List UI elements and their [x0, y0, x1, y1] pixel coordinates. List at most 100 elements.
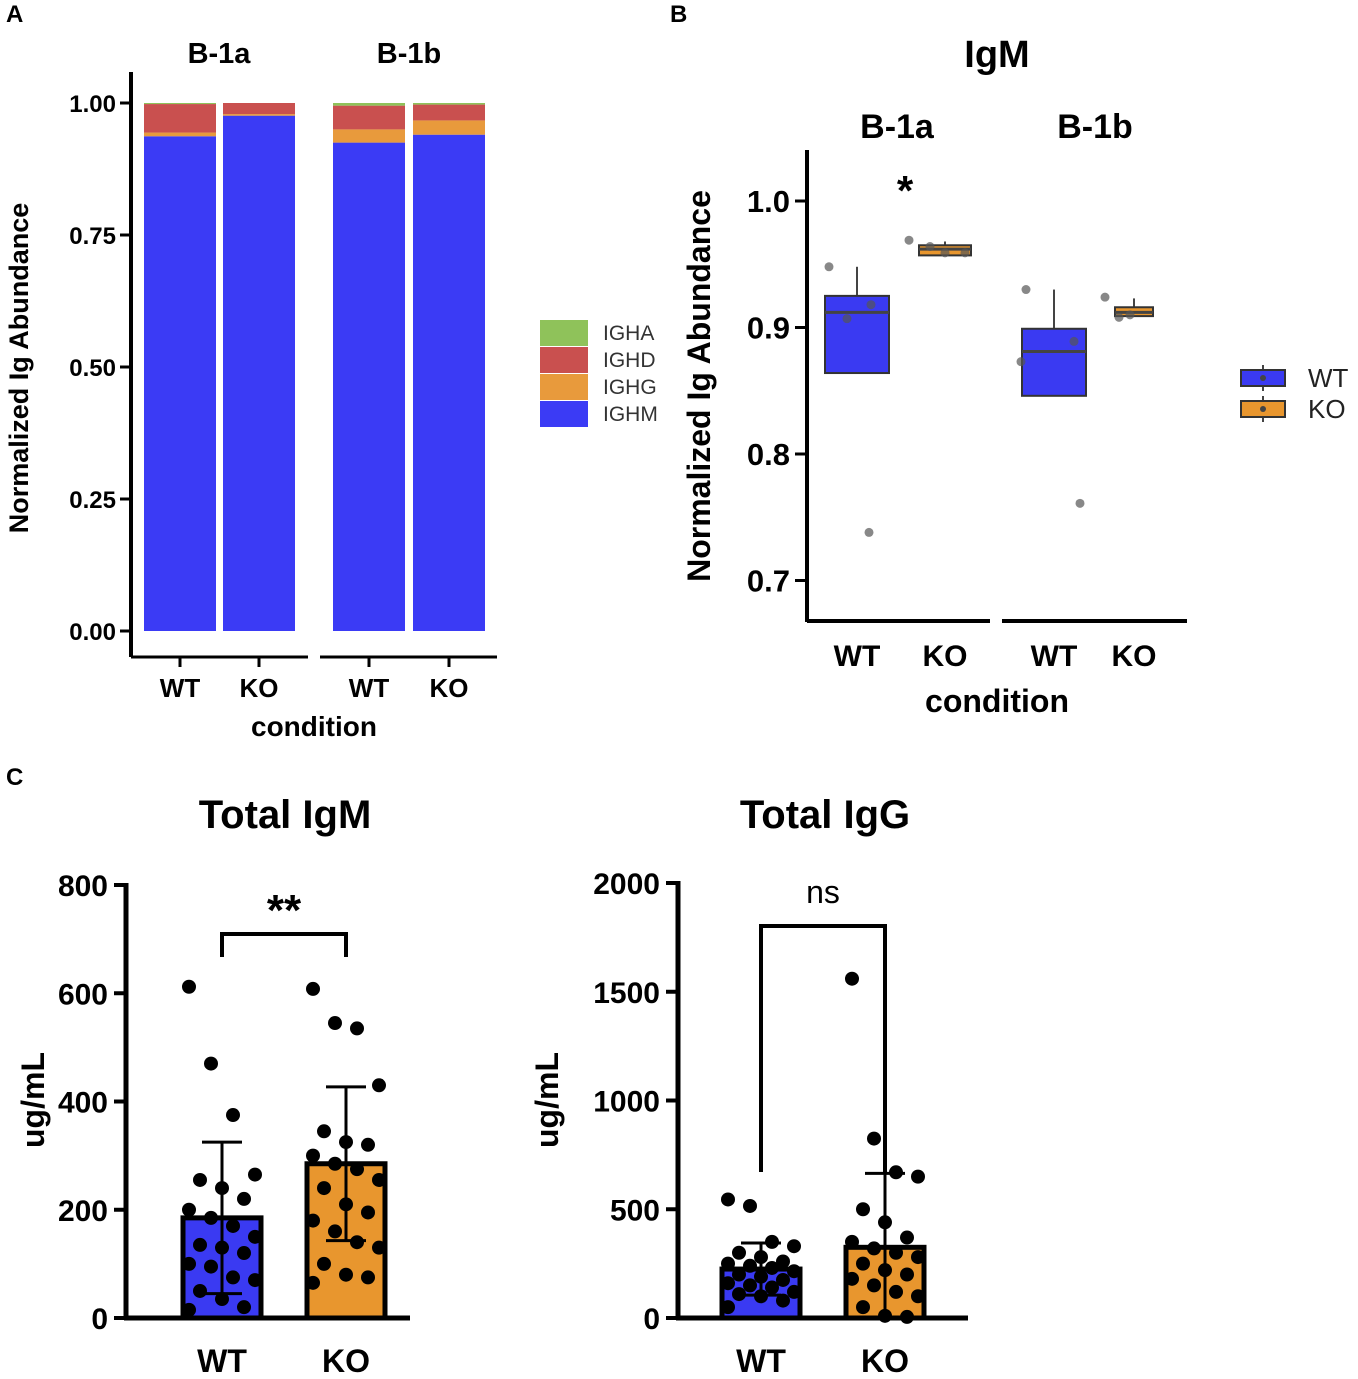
legend-label: KO: [1308, 394, 1346, 424]
y-tick-label: 0: [643, 1303, 660, 1336]
y-axis-title: ug/mL: [15, 1052, 51, 1148]
data-point: [867, 1278, 881, 1293]
data-point: [732, 1287, 746, 1302]
legend-swatch-ighm: [540, 401, 588, 427]
y-tick-label: 0.50: [69, 355, 116, 382]
data-point: [372, 1240, 386, 1255]
data-point: [824, 262, 834, 272]
x-tick-label: KO: [240, 673, 279, 703]
data-point: [845, 1271, 859, 1286]
data-point: [182, 1202, 196, 1217]
chart-title: Total IgG: [740, 793, 910, 837]
data-point: [226, 1218, 240, 1233]
significance-label: **: [267, 886, 302, 935]
facet-label: B-1b: [1057, 108, 1133, 146]
data-point: [845, 971, 859, 986]
data-point: [940, 248, 950, 258]
data-point: [732, 1245, 746, 1260]
data-point: [372, 1078, 386, 1093]
y-tick-label: 0.8: [747, 437, 790, 472]
significance-label: ns: [806, 874, 840, 910]
data-point: [1016, 357, 1026, 367]
bar-segment-igha: [333, 103, 405, 106]
y-tick-label: 2000: [593, 868, 660, 901]
bar-segment-ighg: [144, 132, 216, 137]
data-point: [889, 1245, 903, 1260]
data-point: [193, 1237, 207, 1252]
x-tick-label: KO: [430, 673, 469, 703]
data-point: [900, 1267, 914, 1282]
data-point: [721, 1192, 735, 1207]
data-point: [867, 1131, 881, 1146]
data-point: [889, 1284, 903, 1299]
chart-title: Total IgM: [199, 793, 372, 837]
data-point: [900, 1230, 914, 1245]
bar-segment-ighd: [333, 105, 405, 130]
bar-segment-ighg: [413, 120, 485, 135]
bar-segment-ighd: [144, 104, 216, 133]
legend-label: IGHA: [603, 322, 654, 345]
data-point: [1069, 336, 1079, 346]
panel-label-c: C: [6, 764, 23, 791]
data-point: [350, 1021, 364, 1036]
data-point: [204, 1056, 218, 1071]
data-point: [317, 1256, 331, 1271]
data-point: [317, 1181, 331, 1196]
data-point: [856, 1202, 870, 1217]
x-tick-label: WT: [736, 1343, 786, 1379]
data-point: [732, 1267, 746, 1282]
panel-label-b: B: [670, 1, 687, 28]
data-point: [743, 1258, 757, 1273]
data-point: [866, 300, 876, 310]
data-point: [237, 1246, 251, 1261]
bar-segment-ighm: [333, 142, 405, 631]
data-point: [306, 1148, 320, 1163]
y-tick-label: 0.7: [747, 564, 790, 599]
legend-swatch-igha: [540, 320, 588, 346]
data-point: [1021, 285, 1031, 295]
data-point: [900, 1309, 914, 1324]
data-point: [226, 1108, 240, 1123]
data-point: [765, 1280, 779, 1295]
data-point: [776, 1293, 790, 1308]
data-point: [765, 1260, 779, 1275]
bar-segment-igha: [413, 103, 485, 105]
x-axis-title: condition: [251, 711, 377, 742]
significance-bracket: [220, 932, 348, 957]
y-tick-label: 1000: [593, 1086, 660, 1119]
x-axis-title: condition: [925, 683, 1069, 719]
y-tick-label: 400: [58, 1087, 108, 1120]
bar-segment-ighg: [223, 114, 295, 116]
data-point: [721, 1300, 735, 1315]
legend-label: IGHG: [603, 376, 657, 399]
legend-label: IGHD: [603, 349, 656, 372]
data-point: [361, 1137, 375, 1152]
legend-swatch-ighg: [540, 374, 588, 400]
data-point: [911, 1289, 925, 1304]
data-point: [350, 1235, 364, 1250]
data-point: [204, 1259, 218, 1274]
x-tick-label: WT: [197, 1343, 247, 1379]
data-point: [361, 1205, 375, 1220]
y-axis-title: Normalized Ig Abundance: [681, 190, 717, 582]
box-wt: [824, 294, 890, 375]
bar-segment-ighd: [223, 103, 295, 115]
data-point: [845, 1234, 859, 1249]
y-tick-label: 0.9: [747, 311, 790, 346]
significance-bracket: [759, 924, 887, 1172]
data-point: [328, 1224, 342, 1239]
data-point: [867, 1241, 881, 1256]
data-point: [237, 1300, 251, 1315]
bar-segment-ighd: [413, 104, 485, 121]
y-tick-label: 0: [91, 1303, 108, 1336]
bar-segment-igha: [144, 103, 216, 105]
y-tick-label: 0.00: [69, 619, 116, 646]
panel-c-total-igg-chart: Total IgG 0 500 1000 1500 2000 ug/mL WT KO ns: [529, 793, 968, 1379]
bar-segment-ighm: [144, 136, 216, 632]
data-point: [1100, 292, 1110, 302]
facet-label: B-1a: [860, 108, 935, 146]
data-point: [743, 1198, 757, 1213]
data-point: [248, 1273, 262, 1288]
